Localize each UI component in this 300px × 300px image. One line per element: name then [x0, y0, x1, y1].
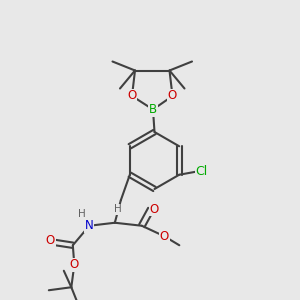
Text: O: O [168, 89, 177, 103]
Text: O: O [128, 89, 136, 103]
Text: O: O [46, 234, 55, 247]
Text: O: O [70, 258, 79, 271]
Text: B: B [149, 103, 157, 116]
Text: H: H [78, 209, 86, 219]
Text: O: O [160, 230, 169, 243]
Text: Cl: Cl [196, 165, 208, 178]
Text: N: N [85, 219, 94, 232]
Text: H: H [114, 204, 122, 214]
Text: O: O [149, 203, 158, 216]
